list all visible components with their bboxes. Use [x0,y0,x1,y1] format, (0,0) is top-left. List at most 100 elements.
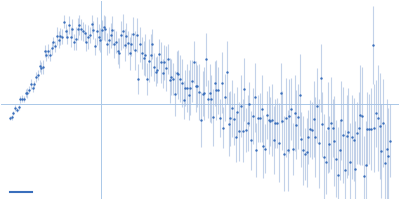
Point [182,86,188,89]
Point [52,45,58,48]
Point [22,91,29,95]
Point [368,128,374,131]
Point [234,110,240,113]
Point [260,145,266,148]
Point [137,43,143,46]
Point [76,24,83,27]
Point [43,54,50,57]
Point [116,51,122,54]
Point [56,38,62,41]
Point [347,160,353,163]
Point [324,126,331,129]
Point [180,98,187,101]
Point [61,20,67,23]
Point [83,40,90,43]
Point [139,51,145,55]
Point [48,47,55,50]
Point [92,45,98,48]
Point [270,138,277,142]
Point [68,36,74,39]
Point [104,42,110,45]
Point [246,102,253,106]
Point [385,154,392,157]
Point [338,119,344,122]
Point [307,127,313,130]
Point [258,107,265,110]
Point [243,129,249,132]
Point [10,111,17,115]
Point [73,37,79,40]
Point [215,89,222,92]
Point [106,38,112,42]
Point [108,34,114,37]
Point [291,112,298,115]
Point [36,65,43,68]
Point [123,34,130,37]
Point [281,152,287,155]
Point [198,118,204,121]
Point [356,126,362,129]
Point [290,147,296,151]
Point [227,117,234,120]
Point [309,129,315,132]
Point [371,126,378,129]
Point [276,141,282,144]
Point [312,135,318,138]
Point [95,35,102,39]
Point [156,53,162,56]
Point [144,77,150,80]
Point [186,94,192,97]
Point [175,73,182,76]
Point [236,130,242,133]
Point [40,65,46,68]
Point [118,34,124,37]
Point [178,81,185,85]
Point [322,161,329,164]
Point [305,136,312,139]
Point [26,88,32,91]
Point [87,34,93,37]
Point [166,79,173,82]
Point [90,28,96,32]
Point [352,167,358,170]
Point [350,138,357,141]
Point [253,148,260,151]
Point [231,118,237,121]
Point [134,33,140,37]
Point [217,116,223,119]
Point [321,155,327,159]
Point [286,114,292,118]
Point [335,173,341,176]
Point [220,126,227,129]
Point [203,58,209,61]
Point [345,130,352,133]
Point [252,96,258,99]
Point [21,98,27,101]
Point [177,77,183,80]
Point [173,71,180,74]
Point [272,122,279,125]
Point [160,72,166,75]
Point [47,53,53,57]
Point [380,121,386,125]
Point [212,82,218,85]
Point [274,121,280,124]
Point [359,114,366,117]
Point [121,43,128,47]
Point [375,116,381,120]
Point [163,67,169,70]
Point [146,59,152,62]
Point [269,119,275,122]
Point [300,149,306,152]
Point [241,88,248,91]
Point [331,139,338,143]
Point [314,104,320,107]
Point [94,29,100,33]
Point [54,35,60,38]
Point [97,38,104,41]
Point [172,92,178,95]
Point [45,49,51,53]
Point [38,66,44,70]
Point [7,116,13,120]
Point [130,32,136,35]
